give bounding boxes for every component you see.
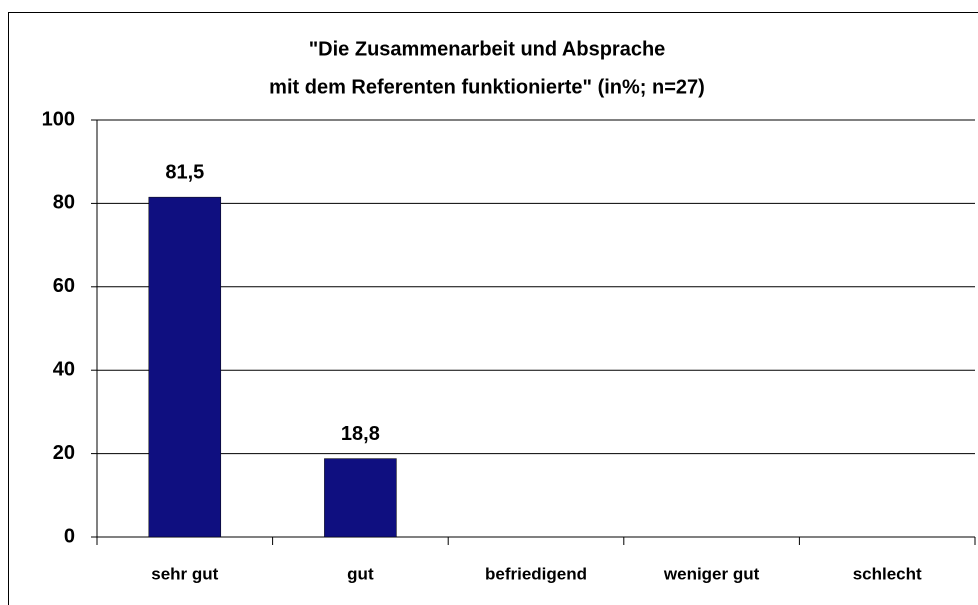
x-tick-label: schlecht [853,564,922,583]
chart-title: mit dem Referenten funktionierte" (in%; … [269,76,705,98]
chart-title: "Die Zusammenarbeit und Absprache [309,38,666,60]
x-tick-label: weniger gut [663,564,760,583]
bar [148,196,222,538]
x-tick-label: befriedigend [485,564,587,583]
bar [324,458,397,538]
data-label: 81,5 [165,161,204,183]
y-tick-label: 60 [53,275,75,297]
y-tick-label: 0 [64,525,75,547]
x-tick-label: sehr gut [151,564,218,583]
y-tick-label: 80 [53,192,75,214]
y-tick-label: 40 [53,358,75,380]
y-tick-label: 100 [42,108,75,130]
y-tick-label: 20 [53,442,75,464]
data-label: 18,8 [341,423,380,445]
x-tick-label: gut [347,564,374,583]
